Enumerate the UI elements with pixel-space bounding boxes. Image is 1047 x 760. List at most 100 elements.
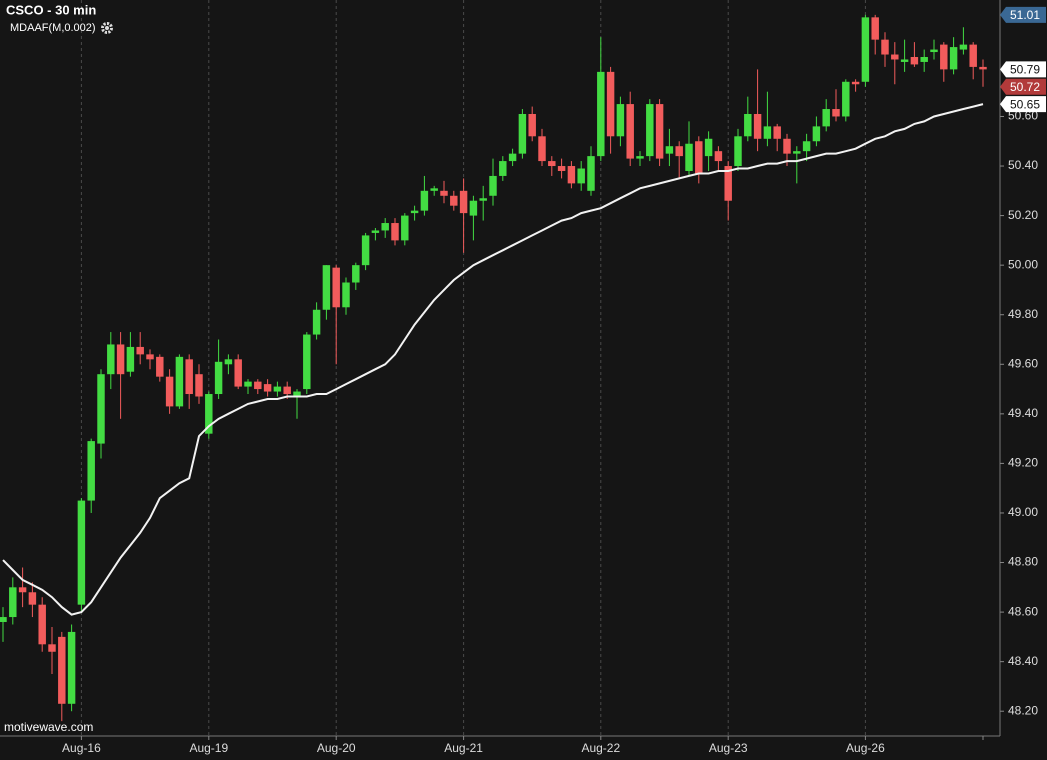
candle-body — [802, 141, 811, 152]
candle-body — [616, 104, 625, 137]
y-tick-label: 49.40 — [1008, 406, 1038, 420]
candle-body — [695, 141, 703, 174]
price-tag-label: 50.65 — [1010, 97, 1040, 111]
y-tick-label: 50.20 — [1008, 208, 1038, 222]
candle-body — [214, 361, 223, 395]
candle-body — [871, 17, 879, 40]
candle-body — [538, 136, 546, 162]
candle-body — [508, 153, 517, 162]
candle-body — [724, 166, 732, 201]
candle-body — [969, 44, 977, 67]
candle-body — [812, 126, 821, 142]
candle-body — [910, 56, 919, 65]
candle-body — [891, 54, 899, 60]
candle-body — [58, 636, 66, 704]
candle-body — [283, 386, 291, 395]
price-tag — [1000, 61, 1046, 78]
y-tick-label: 48.80 — [1008, 555, 1038, 569]
x-tick-label: Aug-16 — [62, 741, 101, 755]
indicator-label: MDAAF(M,0.002) — [10, 22, 96, 34]
candle-body — [636, 156, 644, 159]
candle-body — [410, 210, 419, 214]
candle-body — [734, 136, 742, 167]
x-tick-label: Aug-20 — [317, 741, 356, 755]
gear-hub — [105, 26, 109, 30]
indicator-line — [2, 103, 984, 616]
candle-body — [577, 168, 585, 184]
candle-body — [116, 344, 125, 375]
candle-body — [655, 104, 664, 159]
y-tick-label: 49.80 — [1008, 307, 1038, 321]
candle-body — [420, 190, 429, 211]
candle-body — [587, 156, 595, 191]
x-tick-label: Aug-26 — [846, 741, 885, 755]
candle-body — [499, 161, 507, 176]
settings-icon[interactable] — [101, 22, 113, 34]
price-tag — [1000, 78, 1046, 95]
candle-body — [205, 394, 213, 434]
candle-body — [322, 265, 331, 310]
candle-body — [28, 592, 37, 605]
candle-body — [126, 346, 135, 372]
candle-body — [704, 138, 713, 157]
price-tag-label: 51.01 — [1010, 8, 1040, 22]
candle-body — [77, 500, 86, 605]
candle-body — [763, 126, 772, 139]
candle-body — [489, 175, 497, 196]
candle-body — [195, 374, 203, 397]
candle-body — [626, 104, 634, 159]
y-tick-label: 48.60 — [1008, 604, 1038, 618]
candle-body — [371, 230, 380, 233]
candle-body — [949, 47, 958, 70]
y-tick-label: 49.20 — [1008, 456, 1038, 470]
candle-body — [87, 441, 95, 501]
candle-body — [469, 200, 478, 216]
candle-body — [332, 267, 340, 308]
candle-body — [606, 71, 615, 137]
candle-body — [185, 359, 193, 395]
candle-body — [920, 56, 928, 62]
x-tick-label: Aug-21 — [444, 741, 483, 755]
candle-body — [773, 126, 781, 139]
y-tick-label: 48.40 — [1008, 654, 1038, 668]
candle-body — [861, 17, 870, 82]
candle-body — [97, 374, 105, 444]
candle-body — [156, 356, 164, 377]
candle-body — [783, 138, 791, 154]
candle-body — [851, 81, 860, 85]
candle-body — [67, 631, 76, 704]
candle-body — [9, 587, 17, 618]
price-tag-label: 50.79 — [1010, 63, 1040, 77]
candle-body — [665, 146, 674, 154]
plot-area — [0, 0, 987, 736]
candle-body — [244, 381, 252, 387]
candle-body — [940, 44, 948, 70]
candle-body — [165, 376, 174, 407]
candle-body — [646, 104, 654, 157]
candle-body — [930, 49, 938, 53]
chart-title: CSCO - 30 min — [6, 2, 96, 17]
x-tick-label: Aug-23 — [709, 741, 748, 755]
candle-body — [744, 113, 752, 137]
candle-body — [567, 166, 576, 184]
x-tick-label: Aug-19 — [189, 741, 228, 755]
candle-body — [273, 386, 282, 392]
candle-body — [293, 391, 301, 397]
price-tag-label: 50.72 — [1010, 80, 1040, 94]
candle-body — [0, 617, 7, 623]
candle-body — [175, 356, 184, 407]
candle-body — [361, 235, 370, 266]
y-tick-label: 50.40 — [1008, 158, 1038, 172]
candle-body — [352, 265, 360, 283]
watermark: motivewave.com — [4, 720, 93, 734]
price-tag — [1000, 96, 1046, 113]
candle-body — [822, 109, 830, 127]
candle-body — [518, 113, 527, 154]
candle-body — [48, 644, 56, 652]
candle-body — [479, 198, 487, 201]
candle-body — [440, 190, 448, 196]
candle-body — [714, 151, 723, 162]
candle-body — [900, 59, 909, 62]
